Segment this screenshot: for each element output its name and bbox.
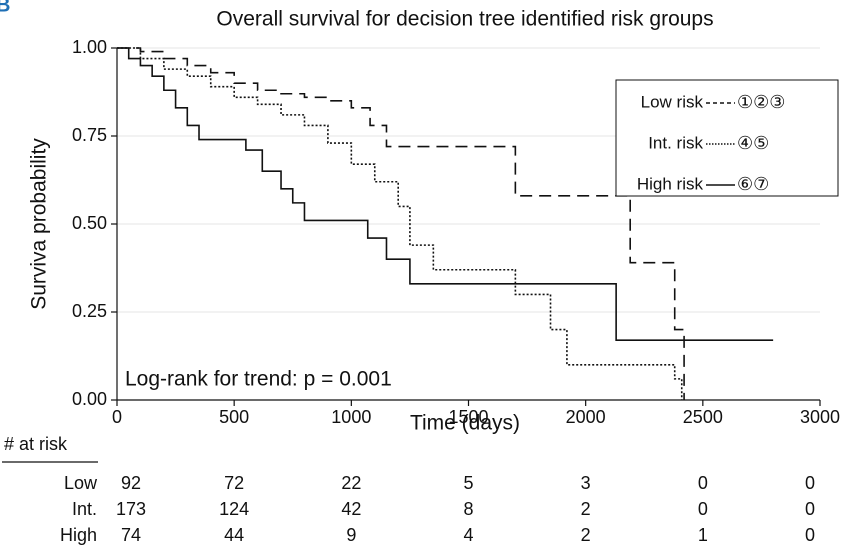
x-tick-label: 500 (219, 407, 249, 427)
risk-count: 0 (805, 499, 815, 519)
legend-label: Int. risk (648, 133, 703, 152)
y-tick-label: 0.25 (72, 301, 107, 321)
risk-count: 44 (224, 525, 244, 545)
risk-count: 9 (346, 525, 356, 545)
risk-count: 173 (116, 499, 146, 519)
risk-count: 42 (341, 499, 361, 519)
risk-row-label: Low (64, 473, 98, 493)
legend-groups: ①②③ (737, 92, 785, 112)
risk-count: 2 (581, 499, 591, 519)
legend-box (615, 79, 839, 197)
risk-row-label: High (60, 525, 97, 545)
risk-count: 2 (581, 525, 591, 545)
risk-count: 8 (463, 499, 473, 519)
y-tick-label: 0.75 (72, 125, 107, 145)
risk-count: 1 (698, 525, 708, 545)
risk-count: 124 (219, 499, 249, 519)
risk-count: 5 (463, 473, 473, 493)
risk-count: 0 (805, 525, 815, 545)
risk-count: 92 (121, 473, 141, 493)
risk-count: 74 (121, 525, 141, 545)
survival-curve (117, 47, 683, 400)
annotation: Log-rank for trend: p = 0.001 (125, 368, 392, 391)
legend-groups: ④⑤ (737, 133, 769, 153)
risk-count: 22 (341, 473, 361, 493)
survival-curve (117, 47, 685, 400)
y-axis-label: Surviva probability (28, 138, 51, 310)
y-tick-label: 0.50 (72, 213, 107, 233)
x-tick-label: 1000 (331, 407, 371, 427)
x-tick-label: 2000 (566, 407, 606, 427)
risk-count: 4 (463, 525, 473, 545)
risk-count: 0 (698, 499, 708, 519)
panel-label: B (0, 0, 10, 16)
x-tick-label: 0 (112, 407, 122, 427)
chart-title: Overall survival for decision tree ident… (216, 8, 713, 31)
y-tick-label: 1.00 (72, 37, 107, 57)
risk-row-label: Int. (72, 499, 97, 519)
y-tick-label: 0.00 (72, 389, 107, 409)
legend-label: High risk (637, 174, 704, 193)
x-tick-label: 3000 (800, 407, 840, 427)
risk-count: 0 (698, 473, 708, 493)
risk-count: 72 (224, 473, 244, 493)
survival-curve (117, 47, 774, 341)
risk-count: 3 (581, 473, 591, 493)
legend-label: Low risk (641, 92, 704, 111)
x-tick-label: 1500 (448, 407, 488, 427)
legend-groups: ⑥⑦ (737, 174, 769, 194)
risk-table-title: # at risk (4, 434, 68, 454)
x-tick-label: 2500 (683, 407, 723, 427)
risk-count: 0 (805, 473, 815, 493)
x-axis-label: Time (days) (410, 412, 520, 435)
